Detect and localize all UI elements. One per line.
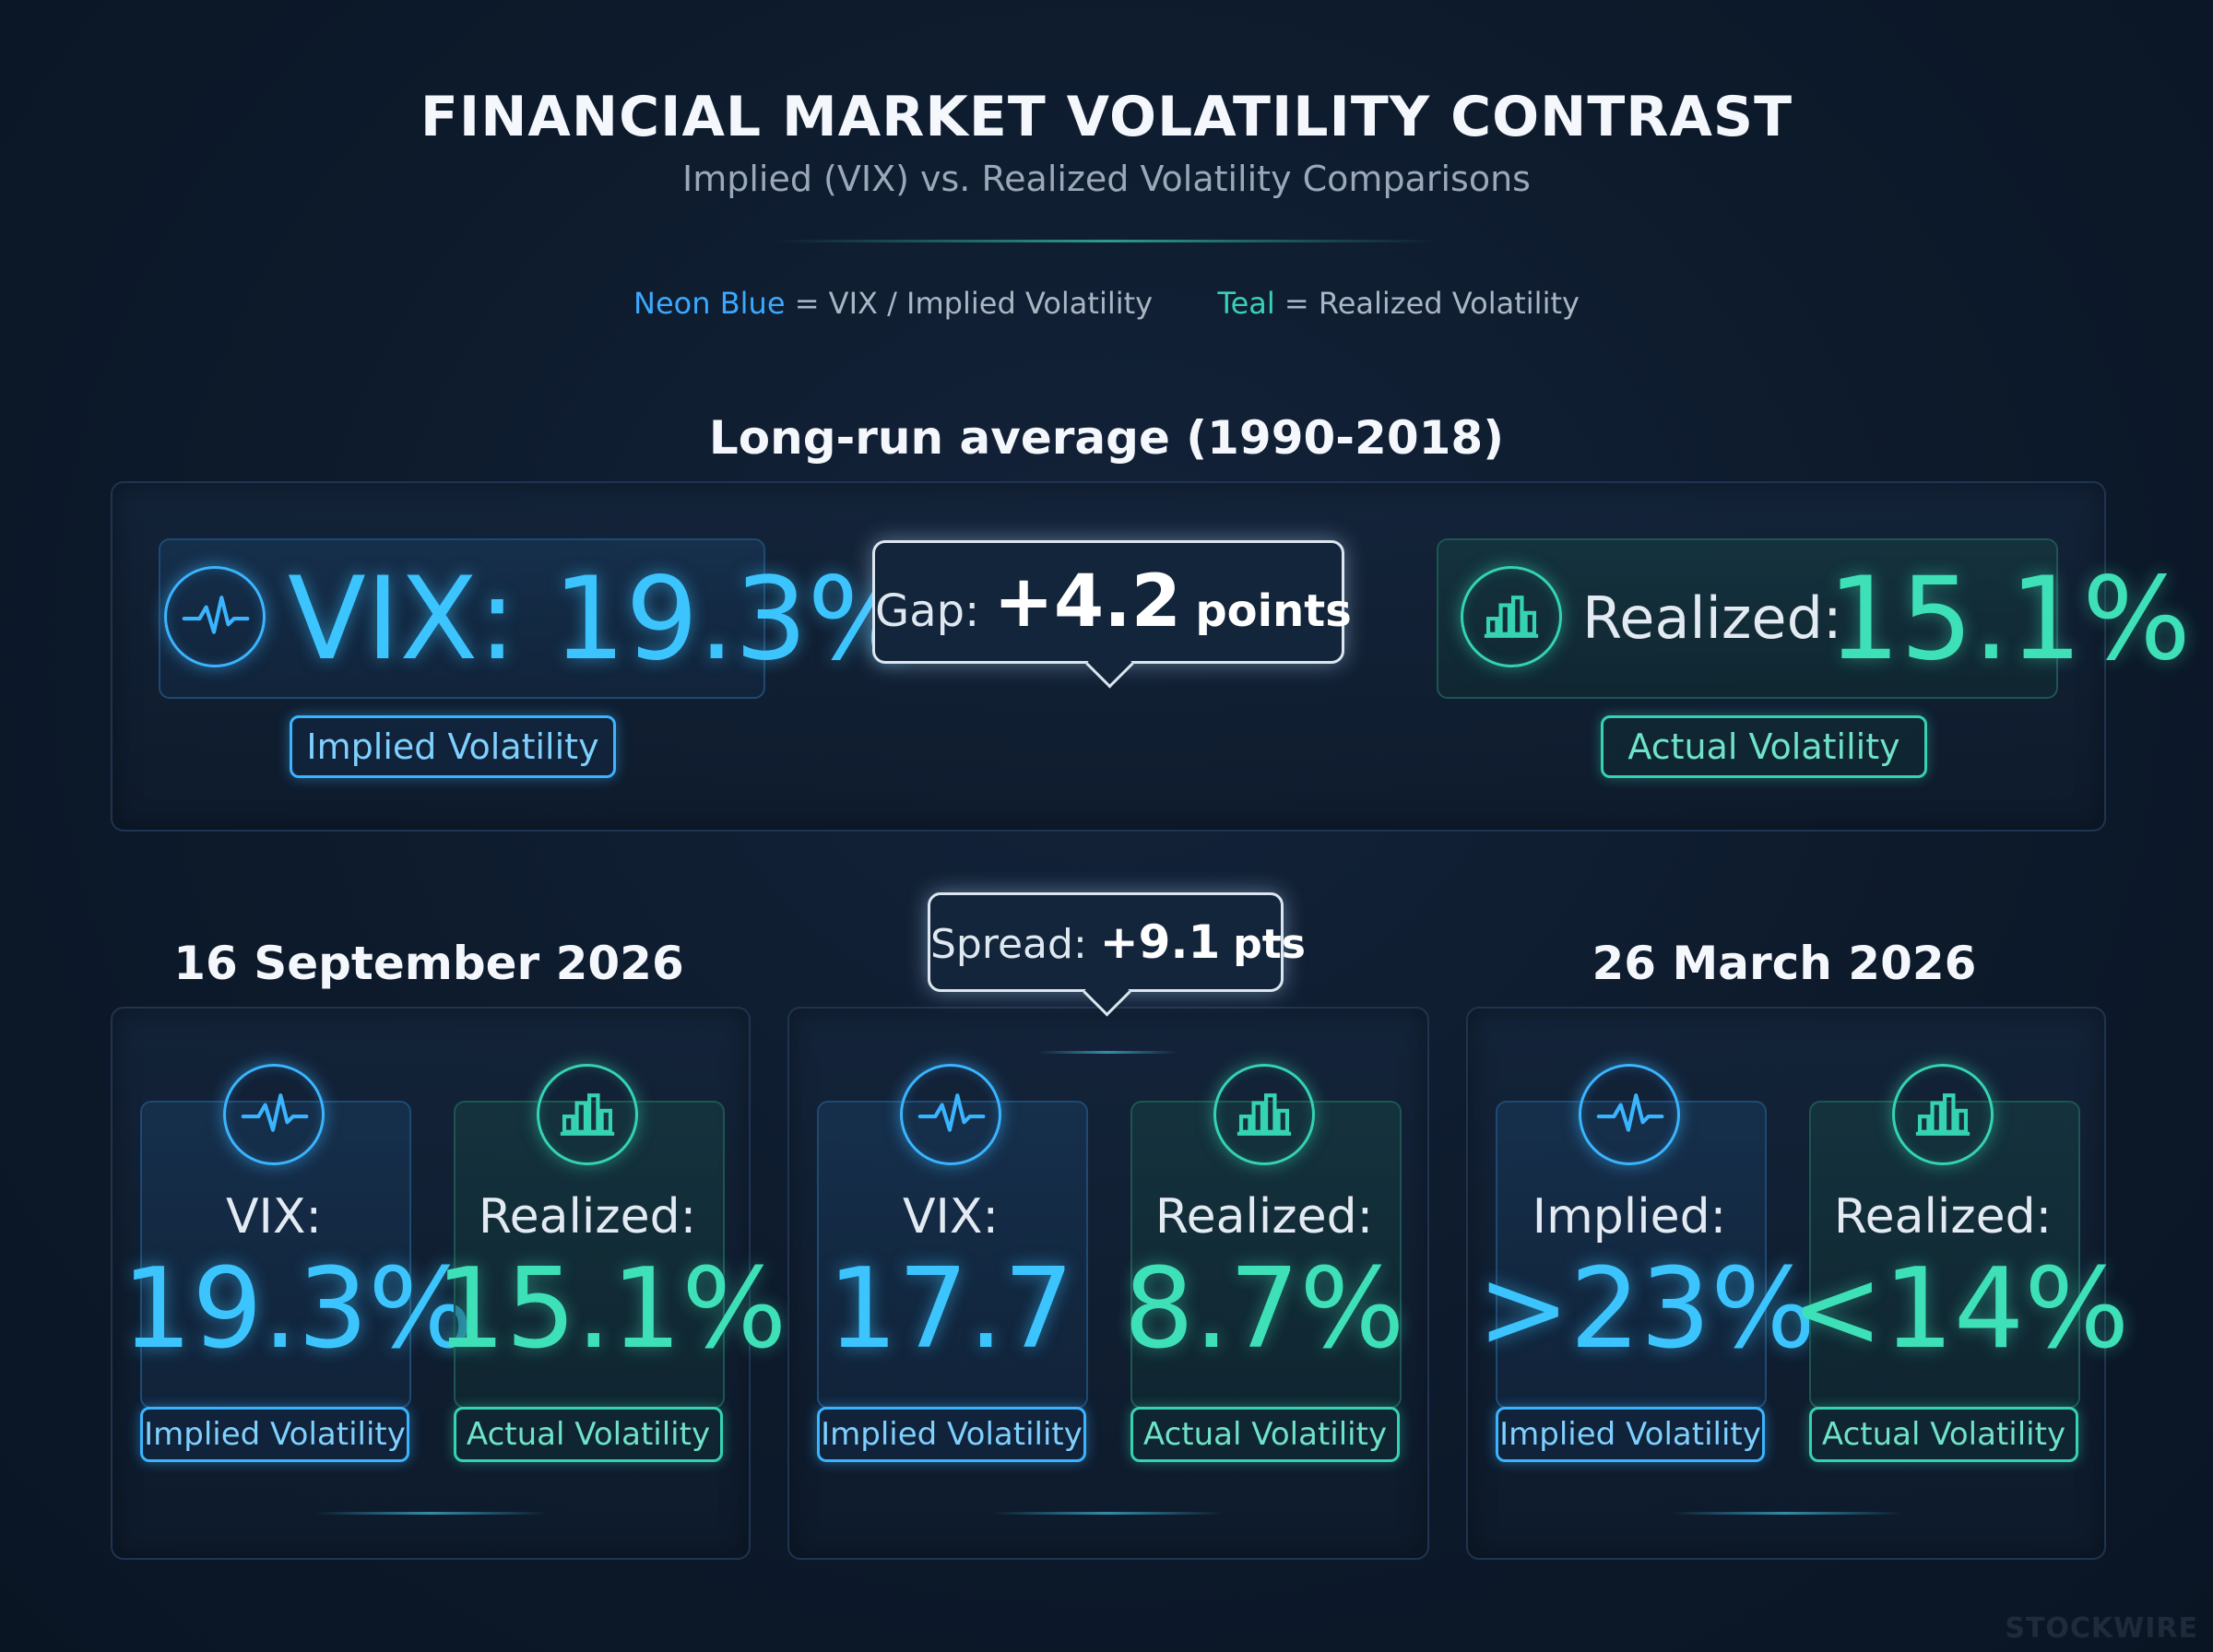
mar-actual-tag: Actual Volatility: [1809, 1407, 2078, 1462]
panel-glow-line: [1671, 1512, 1901, 1515]
mar-realized-label: Realized:: [1833, 1189, 2053, 1245]
pulse-wave-icon: [1579, 1064, 1680, 1165]
spread-implied-tag: Implied Volatility: [817, 1407, 1086, 1462]
spread-realized-label: Realized:: [1154, 1189, 1374, 1245]
sep-actual-tag: Actual Volatility: [454, 1407, 723, 1462]
sep-implied-tag: Implied Volatility: [140, 1407, 409, 1462]
legend-blue-text: = VIX / Implied Volatility: [794, 286, 1154, 321]
page-title: FINANCIAL MARKET VOLATILITY CONTRAST: [420, 85, 1793, 149]
spread-value: +9.1: [1099, 915, 1221, 969]
spread-vix-label: VIX:: [902, 1189, 1000, 1245]
mar-2026-panel: Implied: >23% Implied Volatility Realize…: [1466, 1007, 2130, 1560]
mar-implied-value: >23%: [1477, 1245, 1817, 1374]
sep-2026-title: 16 September 2026: [173, 937, 684, 990]
long-run-panel: VIX: 19.3% Implied Volatility Gap: +4.2 …: [111, 481, 2191, 832]
mar-2026-title: 26 March 2026: [1592, 937, 1977, 990]
bar-chart-icon: [1213, 1064, 1315, 1165]
gap-label: Gap:: [875, 585, 980, 637]
long-run-vix-value: VIX: 19.3%: [288, 553, 917, 686]
spread-panel: VIX: 17.7 Implied Volatility Realized: 8…: [787, 1007, 1429, 1560]
spread-realized-value: 8.7%: [1123, 1245, 1405, 1374]
sep-vix-value: 19.3%: [122, 1245, 474, 1374]
sep-realized-label: Realized:: [478, 1189, 697, 1245]
long-run-gap-callout: Gap: +4.2 points: [872, 540, 1352, 689]
header-divider: [775, 240, 1438, 242]
panel-glow-line: [1038, 1051, 1177, 1054]
sep-vix-label: VIX:: [225, 1189, 323, 1245]
legend-blue-label: Neon Blue: [633, 286, 786, 321]
spread-unit: pts: [1233, 921, 1306, 968]
panel-glow-line: [315, 1512, 546, 1515]
panel-glow-line: [992, 1512, 1223, 1515]
mar-realized-value: <14%: [1791, 1245, 2130, 1374]
bar-chart-icon: [1892, 1064, 1994, 1165]
mar-implied-tag: Implied Volatility: [1496, 1407, 1765, 1462]
pulse-wave-icon: [900, 1064, 1001, 1165]
spread-label: Spread:: [930, 921, 1087, 968]
spread-actual-tag: Actual Volatility: [1130, 1407, 1400, 1462]
brand-watermark: STOCKWIRE: [2005, 1612, 2198, 1645]
mar-implied-label: Implied:: [1532, 1189, 1727, 1245]
page-subtitle: Implied (VIX) vs. Realized Volatility Co…: [682, 159, 1531, 199]
long-run-title: Long-run average (1990-2018): [708, 411, 1505, 465]
gap-unit: points: [1195, 585, 1352, 637]
sep-realized-value: 15.1%: [435, 1245, 787, 1374]
pulse-wave-icon: [223, 1064, 325, 1165]
color-legend: Neon Blue = VIX / Implied Volatility Tea…: [0, 286, 2213, 321]
long-run-actual-tag: Actual Volatility: [1601, 715, 1927, 778]
bar-chart-icon: [1461, 566, 1562, 667]
long-run-realized-label: Realized:: [1582, 584, 1842, 652]
sep-2026-panel: VIX: 19.3% Implied Volatility Realized: …: [111, 1007, 787, 1560]
long-run-realized-value: 15.1%: [1828, 553, 2191, 686]
bar-chart-icon: [537, 1064, 638, 1165]
legend-teal-label: Teal: [1217, 286, 1275, 321]
legend-teal-text: = Realized Volatility: [1284, 286, 1580, 321]
gap-value: +4.2: [993, 560, 1182, 643]
long-run-implied-tag: Implied Volatility: [290, 715, 616, 778]
spread-callout: Spread: +9.1 pts: [928, 892, 1306, 1017]
spread-vix-value: 17.7: [827, 1245, 1074, 1374]
pulse-wave-icon: [164, 566, 266, 667]
